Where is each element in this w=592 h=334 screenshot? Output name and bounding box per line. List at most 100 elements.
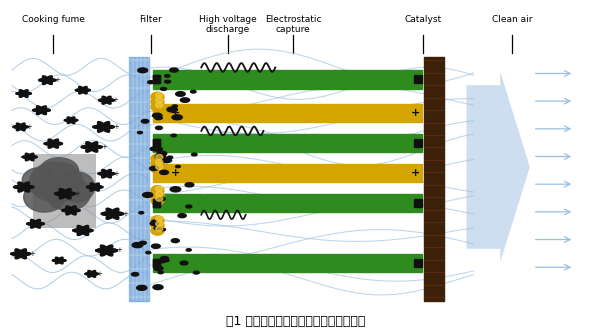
Ellipse shape <box>139 211 144 214</box>
Ellipse shape <box>13 126 28 128</box>
Ellipse shape <box>156 154 163 160</box>
Bar <box>153 164 203 182</box>
Ellipse shape <box>102 96 111 104</box>
Ellipse shape <box>191 91 196 93</box>
Ellipse shape <box>55 257 63 264</box>
Ellipse shape <box>155 116 162 120</box>
Ellipse shape <box>170 68 178 72</box>
Text: +: + <box>411 168 420 178</box>
Ellipse shape <box>73 229 93 232</box>
Ellipse shape <box>172 115 182 120</box>
Ellipse shape <box>18 182 30 192</box>
Bar <box>153 139 160 147</box>
Ellipse shape <box>59 188 71 199</box>
Text: +: + <box>170 168 180 178</box>
Bar <box>204 194 422 212</box>
Ellipse shape <box>156 221 163 226</box>
Text: Cooking fume: Cooking fume <box>22 15 85 24</box>
Text: High voltage
discharge: High voltage discharge <box>199 15 257 34</box>
Bar <box>424 57 444 301</box>
Ellipse shape <box>53 259 66 262</box>
Ellipse shape <box>151 92 164 102</box>
Ellipse shape <box>155 154 166 159</box>
Ellipse shape <box>22 168 54 193</box>
Ellipse shape <box>185 183 194 187</box>
Ellipse shape <box>151 97 164 107</box>
Ellipse shape <box>160 228 166 231</box>
Bar <box>153 139 160 147</box>
Ellipse shape <box>14 185 34 189</box>
Ellipse shape <box>48 139 59 148</box>
Ellipse shape <box>66 206 76 215</box>
Ellipse shape <box>156 103 163 108</box>
Ellipse shape <box>44 78 51 82</box>
Ellipse shape <box>103 172 110 176</box>
Bar <box>153 259 160 267</box>
Ellipse shape <box>67 208 75 213</box>
Ellipse shape <box>101 212 124 216</box>
Ellipse shape <box>151 159 164 168</box>
Ellipse shape <box>108 211 117 216</box>
Bar <box>153 134 203 152</box>
Ellipse shape <box>153 113 162 118</box>
Text: Clean air: Clean air <box>492 15 532 24</box>
Polygon shape <box>466 72 530 262</box>
Ellipse shape <box>68 119 74 122</box>
Text: +: + <box>114 171 119 177</box>
Ellipse shape <box>95 248 118 253</box>
Ellipse shape <box>60 191 70 196</box>
Ellipse shape <box>160 257 168 260</box>
Ellipse shape <box>93 125 114 129</box>
Ellipse shape <box>30 162 83 202</box>
Bar <box>153 194 203 212</box>
Ellipse shape <box>15 249 27 259</box>
Ellipse shape <box>27 222 44 225</box>
Text: +: + <box>170 108 180 118</box>
Ellipse shape <box>143 192 153 197</box>
Ellipse shape <box>98 172 115 175</box>
Ellipse shape <box>86 142 98 152</box>
Ellipse shape <box>154 147 162 151</box>
Ellipse shape <box>98 122 110 132</box>
Ellipse shape <box>150 166 158 171</box>
Ellipse shape <box>152 220 157 223</box>
Ellipse shape <box>137 131 143 134</box>
Ellipse shape <box>138 68 147 73</box>
Ellipse shape <box>151 221 164 230</box>
Ellipse shape <box>167 156 173 159</box>
Text: Electrostatic
capture: Electrostatic capture <box>265 15 321 34</box>
Ellipse shape <box>38 108 45 112</box>
Ellipse shape <box>151 102 164 112</box>
Ellipse shape <box>95 248 118 253</box>
Bar <box>153 199 160 207</box>
Ellipse shape <box>11 252 31 256</box>
Ellipse shape <box>40 158 78 183</box>
Ellipse shape <box>20 90 28 97</box>
Text: 图1 静电与催化耦合净化烹饪油烟示意图: 图1 静电与催化耦合净化烹饪油烟示意图 <box>226 315 366 328</box>
Ellipse shape <box>73 229 93 232</box>
Ellipse shape <box>156 186 163 191</box>
Ellipse shape <box>44 142 62 145</box>
Ellipse shape <box>22 156 37 158</box>
Ellipse shape <box>86 186 103 188</box>
Bar <box>153 75 160 84</box>
Bar <box>153 104 203 122</box>
Bar <box>414 139 422 147</box>
Bar <box>153 199 160 207</box>
Ellipse shape <box>20 90 28 97</box>
Ellipse shape <box>54 192 76 196</box>
Ellipse shape <box>32 222 39 226</box>
Ellipse shape <box>172 105 178 108</box>
Ellipse shape <box>77 225 89 235</box>
Text: +: + <box>411 108 420 118</box>
Ellipse shape <box>67 117 75 124</box>
Ellipse shape <box>150 147 158 151</box>
Bar <box>204 164 422 182</box>
Ellipse shape <box>75 89 91 92</box>
Ellipse shape <box>106 208 119 219</box>
Ellipse shape <box>14 185 34 189</box>
Ellipse shape <box>99 124 108 130</box>
Ellipse shape <box>151 154 164 163</box>
Ellipse shape <box>75 89 91 92</box>
Text: +: + <box>101 144 107 150</box>
